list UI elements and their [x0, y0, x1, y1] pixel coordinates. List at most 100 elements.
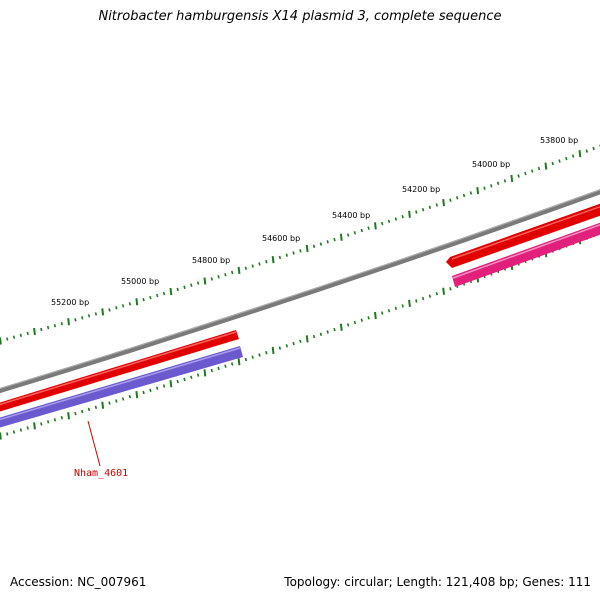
outer-scale-tick	[251, 264, 254, 268]
outer-scale-tick	[517, 174, 520, 178]
scale-label-54000: 54000 bp	[472, 160, 510, 169]
inner-scale-tick	[156, 386, 159, 390]
inner-scale-tick	[415, 299, 418, 303]
inner-scale-tick	[190, 375, 193, 380]
sequence-backbone	[0, 189, 600, 394]
outer-scale-tick	[339, 233, 343, 241]
outer-scale-tick	[265, 259, 268, 264]
outer-scale-tick	[33, 327, 36, 336]
outer-scale-tick	[231, 270, 234, 275]
scale-label-53800: 53800 bp	[540, 136, 578, 145]
inner-scale-tick	[67, 412, 70, 420]
outer-scale-tick	[442, 198, 445, 207]
inner-scale-tick	[0, 432, 2, 440]
inner-scale-tick	[210, 368, 213, 373]
outer-scale-tick	[381, 221, 384, 226]
inner-scale-tick	[60, 415, 63, 420]
outer-scale-tick	[81, 316, 84, 320]
outer-scale-tick	[312, 244, 316, 249]
inner-scale-tick	[142, 390, 145, 395]
outer-scale-tick	[394, 217, 398, 221]
outer-scale-tick	[183, 285, 186, 290]
outer-scale-tick	[0, 337, 2, 345]
inner-scale-tick	[244, 357, 248, 362]
inner-scale-tick	[333, 327, 336, 332]
inner-scale-tick	[53, 418, 57, 422]
inner-scale-tick	[346, 323, 350, 327]
gene-reverse-blue[interactable]	[0, 346, 243, 429]
outer-scale-tick	[115, 306, 118, 310]
inner-scale-tick	[183, 377, 186, 382]
outer-scale-tick	[435, 203, 438, 207]
inner-scale-tick	[169, 380, 173, 388]
inner-scale-tick	[162, 384, 166, 388]
scale-label-55000: 55000 bp	[121, 277, 159, 286]
inner-scale-tick	[401, 304, 404, 308]
outer-scale-tick	[156, 293, 159, 298]
outer-scale-tick	[353, 231, 357, 235]
outer-scale-tick	[278, 255, 282, 260]
outer-scale-tick	[585, 149, 588, 153]
inner-scale-tick	[319, 332, 323, 337]
inner-scale-tick	[87, 407, 91, 412]
outer-scale-tick	[401, 214, 404, 219]
outer-scale-tick	[503, 179, 507, 183]
outer-scale-tick	[305, 244, 309, 253]
inner-scale-tick	[367, 316, 370, 320]
outer-scale-tick	[326, 240, 329, 244]
inner-scale-tick	[26, 426, 29, 430]
outer-scale-tick	[196, 281, 200, 285]
inner-scale-tick	[353, 320, 357, 325]
inner-scale-tick	[387, 308, 391, 313]
outer-scale-tick	[415, 210, 418, 214]
inner-scale-tick	[203, 369, 207, 377]
outer-scale-tick	[367, 226, 370, 230]
inner-scale-tick	[394, 306, 398, 311]
inner-scale-tick	[40, 422, 43, 426]
inner-scale-tick	[81, 409, 84, 414]
outer-scale-tick	[94, 312, 98, 316]
inner-scale-tick	[408, 299, 411, 308]
outer-scale-tick	[60, 321, 63, 326]
inner-scale-tick	[74, 411, 77, 416]
outer-scale-tick	[496, 181, 500, 186]
outer-scale-tick	[483, 186, 486, 190]
inner-scale-tick	[128, 394, 132, 399]
gene-forward-left[interactable]	[0, 330, 239, 413]
outer-scale-tick	[476, 186, 480, 195]
outer-scale-tick	[40, 327, 43, 332]
inner-scale-tick	[19, 428, 23, 432]
inner-scale-tick	[224, 364, 227, 368]
inner-scale-tick	[312, 334, 316, 339]
outer-scale-tick	[544, 162, 548, 170]
inner-scale-tick	[271, 346, 275, 355]
outer-scale-tick	[319, 242, 323, 246]
inner-scale-tick	[149, 388, 152, 393]
inner-scale-tick	[305, 335, 309, 343]
outer-scale-tick	[74, 318, 77, 322]
outer-scale-tick	[190, 283, 193, 287]
gene-label-nham-4601[interactable]: Nham_4601	[74, 468, 128, 479]
outer-scale-tick	[244, 266, 248, 270]
outer-scale-tick	[224, 272, 227, 277]
accession-text: Accession: NC_007961	[10, 575, 147, 589]
outer-scale-tick	[162, 291, 166, 296]
outer-scale-tick	[6, 337, 9, 341]
outer-scale-tick	[510, 174, 514, 183]
outer-scale-tick	[237, 266, 241, 275]
outer-scale-tick	[128, 302, 132, 306]
outer-scale-tick	[217, 275, 220, 279]
outer-scale-tick	[456, 196, 459, 200]
outer-scale-tick	[203, 277, 207, 285]
map-title: Nitrobacter hamburgensis X14 plasmid 3, …	[98, 9, 502, 24]
inner-scale-tick	[339, 323, 343, 331]
inner-scale-tick	[428, 294, 432, 298]
outer-scale-tick	[46, 325, 50, 330]
outer-scale-tick	[360, 228, 363, 233]
inner-scale-tick	[33, 422, 36, 430]
inner-scale-tick	[217, 366, 220, 371]
outer-scale-tick	[333, 237, 336, 242]
outer-scale-tick	[53, 323, 57, 328]
